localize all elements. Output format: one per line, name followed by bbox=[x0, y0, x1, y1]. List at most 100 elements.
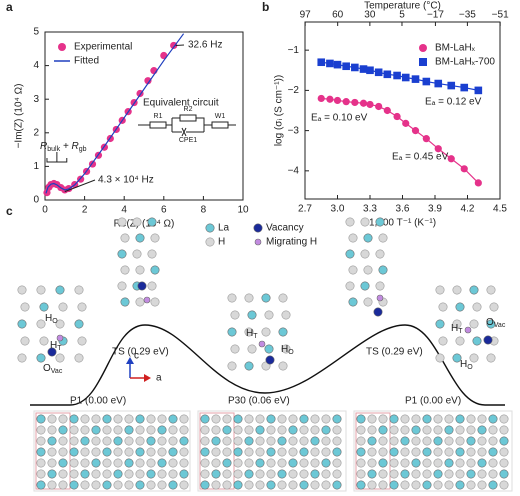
atom bbox=[499, 414, 509, 424]
y-tick-label: 0 bbox=[33, 195, 39, 206]
data-point bbox=[144, 77, 152, 85]
data-point bbox=[447, 81, 456, 90]
atom bbox=[255, 436, 265, 446]
atom bbox=[39, 302, 49, 312]
y-tick-label: 5 bbox=[33, 27, 39, 38]
atom bbox=[113, 425, 123, 435]
site-label: HO bbox=[281, 344, 294, 357]
y-axis-label: −Im(Z) (10⁴ Ω) bbox=[14, 84, 25, 149]
data-point bbox=[359, 65, 368, 73]
atom bbox=[486, 319, 496, 329]
x2-tick-label: 97 bbox=[300, 10, 312, 21]
atom bbox=[444, 458, 454, 468]
site-label: HT bbox=[50, 340, 62, 353]
atom bbox=[113, 469, 123, 479]
atom bbox=[310, 425, 320, 435]
plot-frame bbox=[44, 31, 244, 201]
atom bbox=[58, 414, 68, 424]
atom bbox=[200, 469, 210, 479]
atom bbox=[117, 281, 127, 291]
atom bbox=[124, 436, 134, 446]
atom bbox=[400, 469, 410, 479]
atom bbox=[367, 469, 377, 479]
atom bbox=[17, 285, 27, 295]
x-tick-label: 3.9 bbox=[428, 204, 442, 215]
atom bbox=[47, 436, 57, 446]
atom bbox=[367, 414, 377, 424]
atom bbox=[211, 436, 221, 446]
atom bbox=[433, 480, 443, 490]
atom bbox=[211, 458, 221, 468]
atom bbox=[363, 297, 373, 307]
atom bbox=[168, 458, 178, 468]
atom bbox=[36, 480, 46, 490]
x-axis-label: 1,000 T⁻¹ (K⁻¹) bbox=[369, 218, 436, 229]
atom bbox=[466, 414, 476, 424]
atom bbox=[348, 233, 358, 243]
atom bbox=[113, 458, 123, 468]
atom bbox=[277, 480, 287, 490]
atom bbox=[264, 310, 274, 320]
atom bbox=[135, 297, 145, 307]
atom bbox=[91, 458, 101, 468]
data-point bbox=[474, 86, 483, 95]
atom bbox=[253, 223, 263, 233]
axis-arrow-head bbox=[144, 374, 151, 382]
y-tick-label: 2 bbox=[33, 127, 39, 138]
legend-swatch bbox=[419, 58, 427, 66]
atom bbox=[356, 436, 366, 446]
atom bbox=[489, 302, 499, 312]
circuit-r2 bbox=[179, 114, 197, 122]
atom bbox=[135, 436, 145, 446]
atom bbox=[147, 281, 157, 291]
data-point bbox=[351, 98, 359, 107]
data-point bbox=[411, 127, 420, 135]
atom bbox=[455, 302, 465, 312]
circuit-label: R2 bbox=[184, 106, 193, 113]
x-tick-label: 3.6 bbox=[396, 204, 410, 215]
atom bbox=[438, 302, 448, 312]
atom bbox=[179, 425, 189, 435]
annotation-part: R bbox=[40, 141, 47, 152]
x-tick-label: 8 bbox=[201, 205, 207, 216]
atom bbox=[255, 414, 265, 424]
atom bbox=[265, 355, 275, 365]
atom bbox=[58, 469, 68, 479]
atom bbox=[244, 414, 254, 424]
atom bbox=[466, 447, 476, 457]
legend-label: La bbox=[218, 223, 230, 234]
atom bbox=[179, 436, 189, 446]
atom bbox=[222, 458, 232, 468]
atom bbox=[310, 436, 320, 446]
atom bbox=[205, 223, 215, 233]
state-label: TS (0.29 eV) bbox=[112, 347, 169, 358]
atom bbox=[444, 436, 454, 446]
atom bbox=[91, 469, 101, 479]
atom bbox=[211, 414, 221, 424]
atom bbox=[146, 414, 156, 424]
atom bbox=[55, 285, 65, 295]
atom bbox=[299, 436, 309, 446]
atom bbox=[411, 469, 421, 479]
atom bbox=[321, 458, 331, 468]
data-point bbox=[333, 96, 342, 105]
atom bbox=[255, 469, 265, 479]
atom bbox=[281, 344, 291, 354]
atom bbox=[455, 425, 465, 435]
atom bbox=[200, 436, 210, 446]
atom bbox=[124, 447, 134, 457]
circuit-cpe bbox=[181, 127, 187, 137]
annotation: Rbulk + Rgb bbox=[40, 141, 87, 154]
atom bbox=[233, 425, 243, 435]
data-point bbox=[460, 83, 469, 92]
atom bbox=[117, 217, 127, 227]
x-tick-label: 4.2 bbox=[461, 204, 475, 215]
atom bbox=[102, 414, 112, 424]
data-point bbox=[342, 98, 350, 106]
atom bbox=[36, 353, 46, 363]
atom bbox=[378, 425, 388, 435]
x-tick-label: 3.3 bbox=[363, 204, 377, 215]
atom bbox=[472, 336, 482, 346]
atom bbox=[488, 458, 498, 468]
atom bbox=[422, 436, 432, 446]
